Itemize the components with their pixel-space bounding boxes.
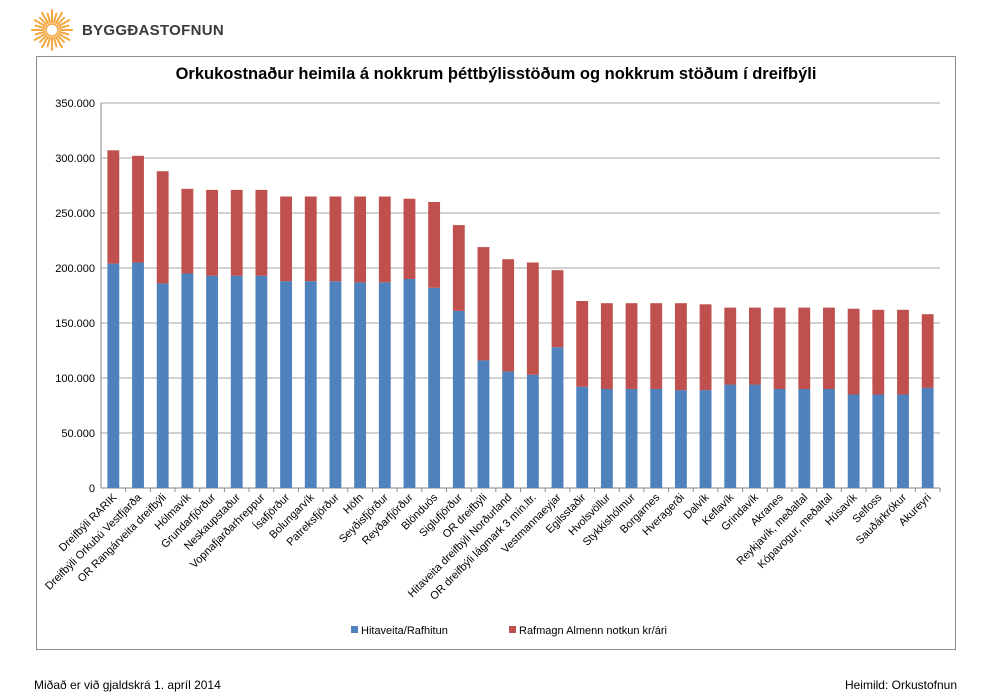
footer-source: Heimild: Orkustofnun [844, 678, 957, 692]
bar-electricity [600, 303, 613, 389]
legend-label-electricity: Rafmagn Almenn notkun kr/ári [519, 625, 667, 637]
y-tick-label: 350.000 [55, 98, 95, 110]
bar-electricity [773, 307, 786, 389]
sunburst-icon [31, 9, 73, 51]
bar-heating [354, 282, 367, 488]
bar-electricity [699, 304, 712, 391]
bar-heating [798, 389, 811, 488]
chart-frame: Orkukostnaður heimila á nokkrum þéttbýli… [36, 56, 956, 650]
bar-electricity [280, 196, 292, 282]
bar-electricity [576, 301, 589, 387]
bar-heating [526, 374, 539, 488]
legend-swatch-heating [351, 626, 358, 633]
bar-heating [255, 275, 268, 488]
y-tick-label: 50.000 [61, 428, 95, 440]
bar-heating [378, 282, 391, 488]
bar-electricity [897, 309, 909, 395]
logo: BYGGÐASTOFNUN [30, 8, 224, 52]
bar-electricity [304, 196, 317, 282]
bar-heating [773, 389, 786, 488]
bar-heating [304, 281, 317, 488]
x-tick-label: Dreifbýli Orkubú Vestfjarða [43, 491, 145, 593]
stacked-bar-chart: 0 50.000 100.000 150.000 200.000 250.000 300.0… [43, 98, 941, 637]
chart-title: Orkukostnaður heimila á nokkrum þéttbýli… [175, 65, 817, 83]
legend-swatch-electricity [509, 626, 516, 633]
bar-electricity [872, 309, 885, 395]
bar-electricity [255, 189, 268, 276]
bar-heating [428, 287, 441, 488]
bar-heating [576, 386, 589, 488]
bar-heating [699, 390, 712, 488]
bar-heating [625, 389, 638, 488]
y-tick-label: 200.000 [55, 263, 95, 275]
bar-electricity [428, 202, 441, 288]
bar-heating [551, 347, 564, 488]
y-tick-label: 250.000 [55, 208, 95, 220]
bar-electricity [156, 171, 169, 284]
bar-heating [724, 384, 737, 488]
bar-electricity [625, 303, 638, 389]
bar-heating [650, 389, 663, 488]
bar-heating [329, 281, 342, 488]
legend-label-heating: Hitaveita/Rafhitun [361, 625, 448, 637]
bar-heating [107, 263, 120, 488]
y-tick-label: 100.000 [55, 373, 95, 385]
bar-electricity [378, 196, 391, 283]
bar-electricity [403, 198, 416, 279]
bar-electricity [749, 307, 761, 385]
bar-heating [452, 310, 465, 488]
bar-electricity [551, 270, 564, 348]
bar-electricity [847, 308, 860, 395]
bar-heating [600, 389, 613, 488]
bar-electricity [798, 307, 811, 389]
bar-electricity [206, 189, 218, 276]
bar-heating [156, 283, 169, 488]
bar-electricity [650, 303, 663, 389]
bar-heating [230, 275, 243, 488]
bar-heating [823, 389, 835, 488]
bar-heating [897, 394, 909, 488]
bar-heating [206, 275, 218, 488]
bar-heating [847, 394, 860, 488]
bar-heating [674, 390, 687, 488]
y-tick-label: 0 [89, 483, 95, 495]
bar-heating [181, 273, 194, 488]
y-tick-label: 300.000 [55, 153, 95, 165]
bar-electricity [132, 155, 144, 263]
y-tick-label: 150.000 [55, 318, 95, 330]
bar-heating [921, 387, 934, 488]
bar-electricity [477, 247, 490, 361]
bar-electricity [107, 150, 120, 264]
bar-heating [872, 394, 885, 488]
bar-electricity [921, 314, 934, 388]
bar-electricity [674, 303, 687, 391]
logo-text: BYGGÐASTOFNUN [82, 21, 224, 39]
bar-electricity [230, 189, 243, 276]
bar-heating [749, 384, 761, 488]
bar-heating [280, 281, 292, 488]
bar-electricity [452, 225, 465, 311]
bar-heating [132, 262, 144, 488]
bar-heating [477, 360, 490, 488]
bar-electricity [823, 307, 835, 389]
bar-electricity [502, 259, 515, 372]
footer-note: Miðað er við gjaldskrá 1. apríl 2014 [34, 678, 221, 692]
bar-electricity [526, 262, 539, 375]
bar-electricity [181, 188, 194, 274]
bar-heating [403, 279, 416, 488]
bar-heating [502, 371, 515, 488]
bar-electricity [329, 196, 342, 282]
bar-electricity [724, 307, 737, 385]
bar-electricity [354, 196, 367, 283]
